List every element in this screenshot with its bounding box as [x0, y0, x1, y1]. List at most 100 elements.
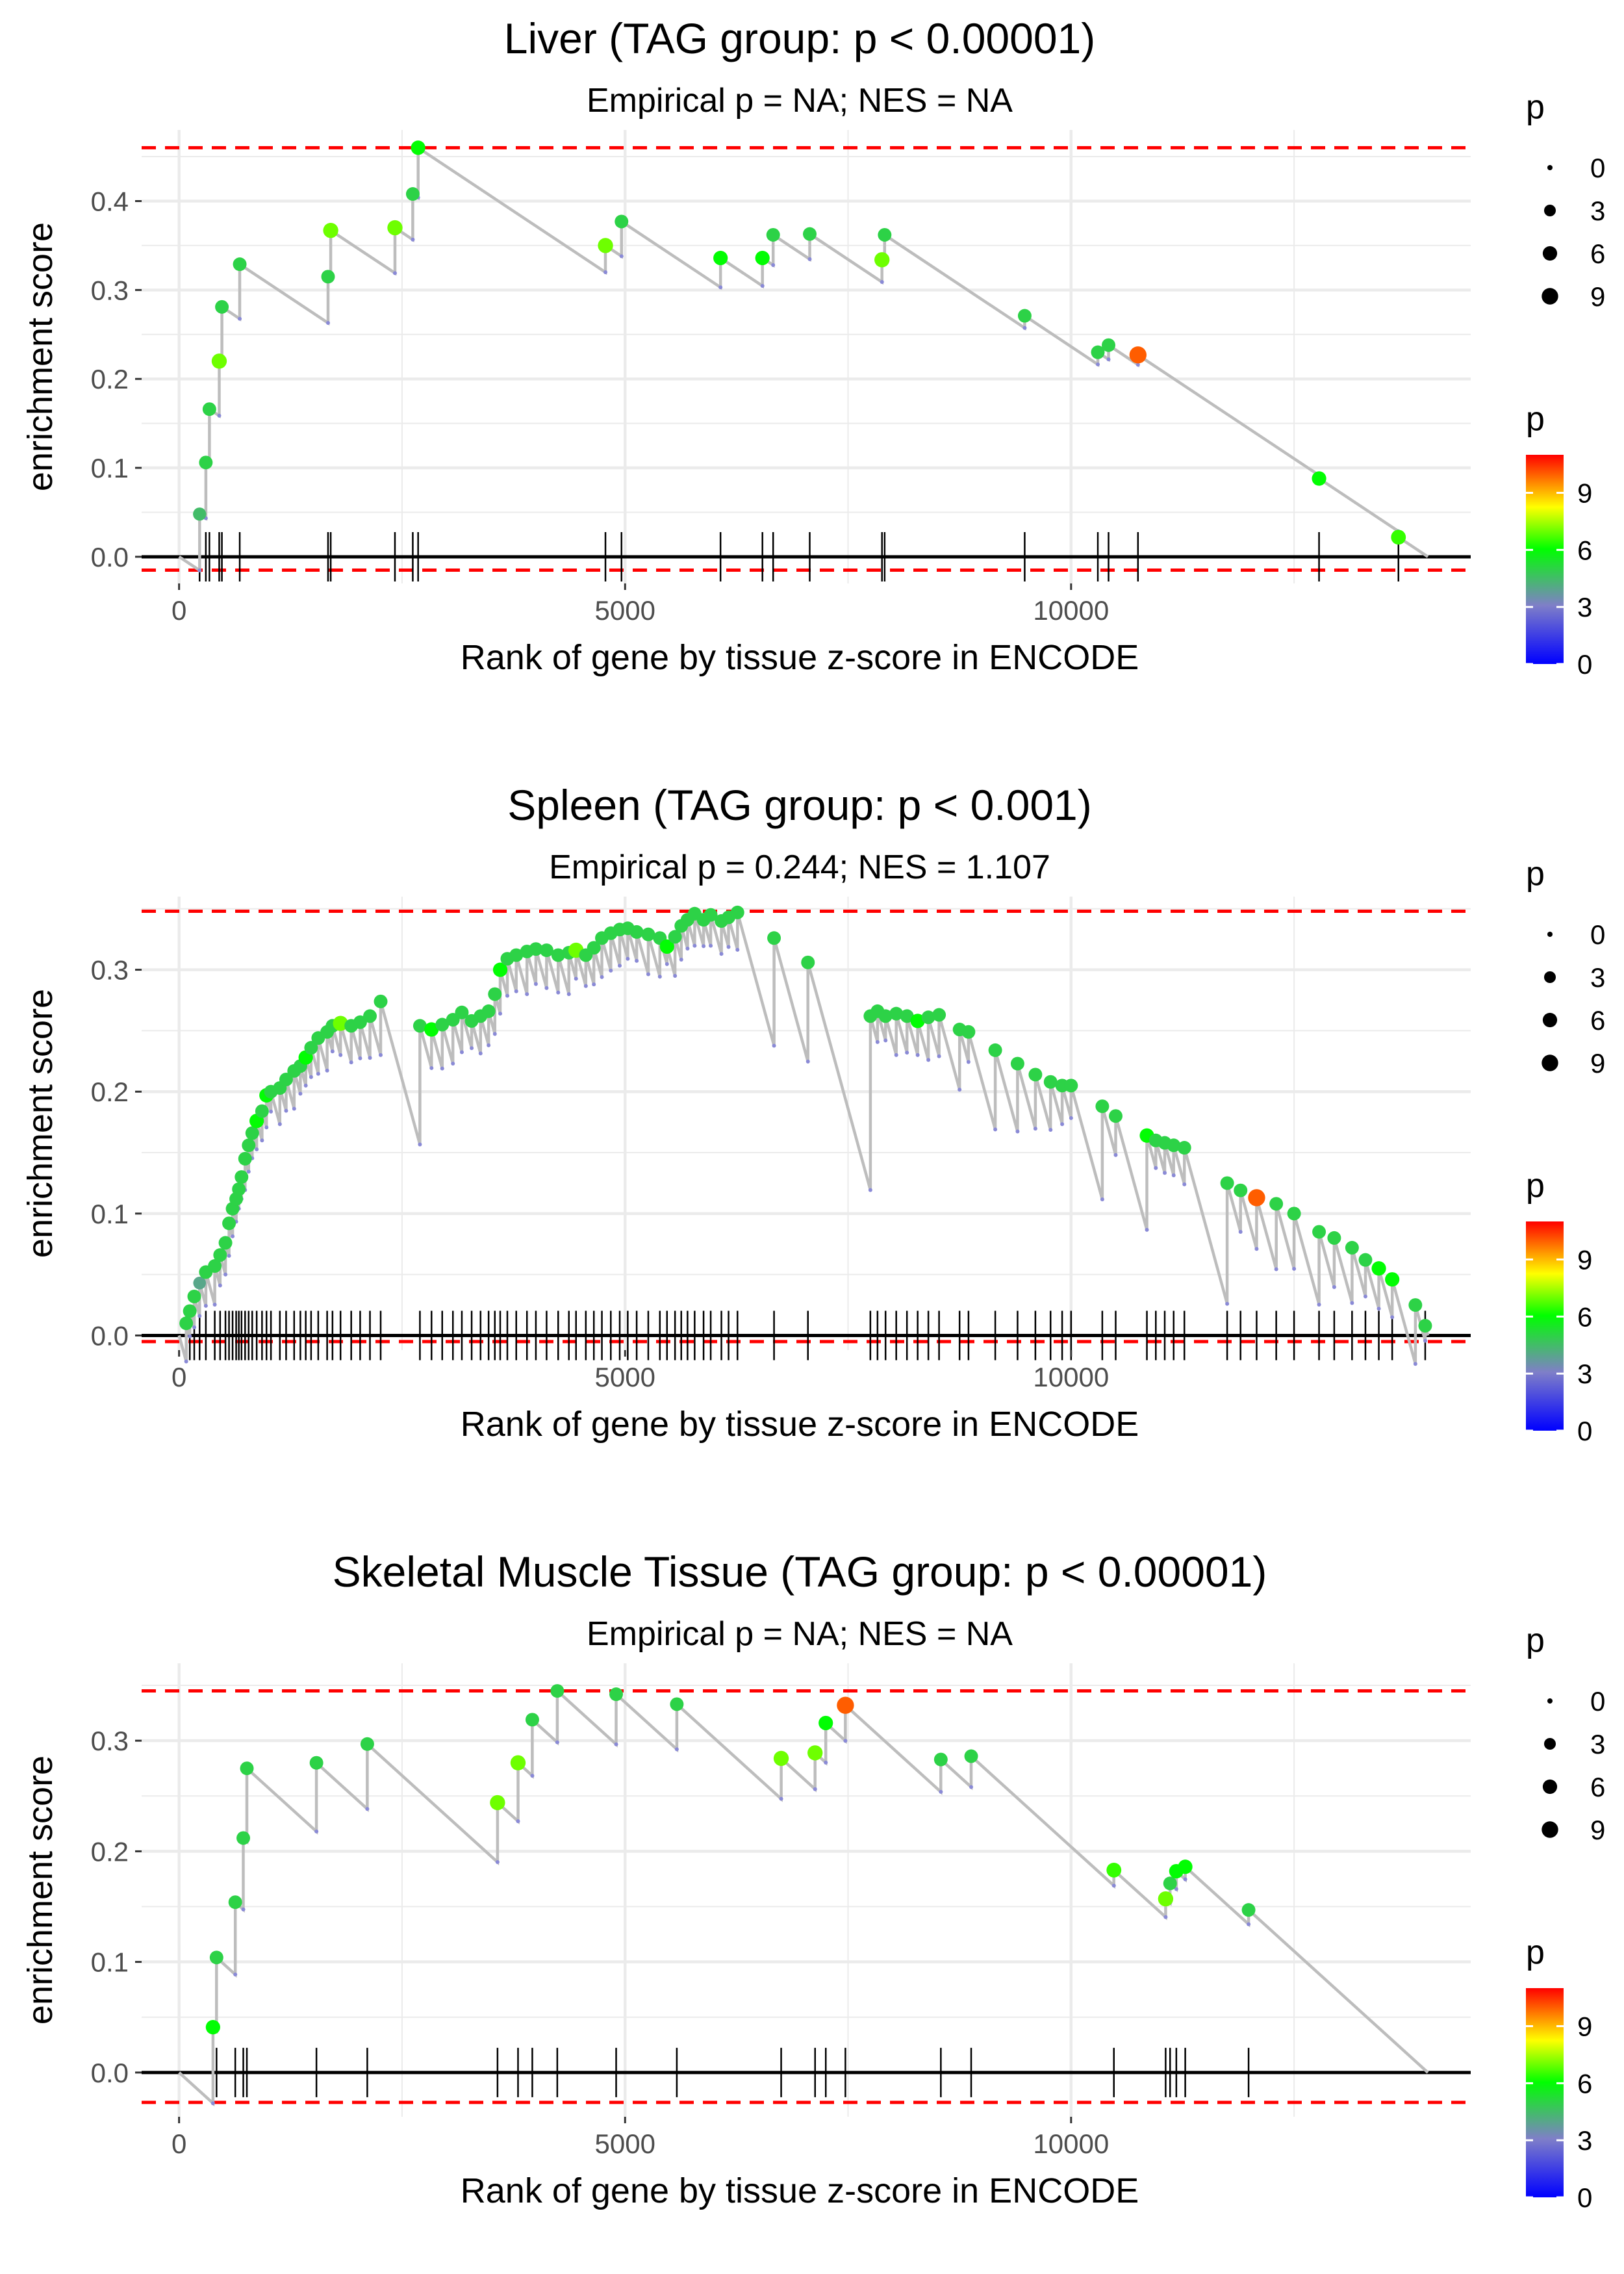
color-legend-title: p [1526, 1934, 1545, 1971]
hit-point [1385, 1272, 1400, 1287]
pre-hit-point [260, 1138, 264, 1143]
pre-hit-point [197, 568, 202, 572]
hit-point [235, 1170, 249, 1184]
pre-hit-point [1015, 1129, 1020, 1134]
size-legend-key [1542, 1054, 1558, 1071]
pre-hit-point [880, 280, 884, 285]
pre-hit-point [1390, 1315, 1395, 1320]
pre-hit-point [966, 1060, 971, 1064]
y-tick-label: 0.1 [91, 453, 129, 483]
pre-hit-point [516, 1819, 520, 1824]
pre-hit-point [592, 982, 596, 987]
hit-point [1408, 1298, 1423, 1312]
hit-point [900, 1009, 914, 1023]
hit-point [193, 507, 207, 521]
hit-point [1312, 1225, 1326, 1239]
hit-point [641, 927, 655, 941]
size-legend-key [1543, 1737, 1556, 1750]
hit-point [668, 930, 682, 944]
hit-point [424, 1022, 439, 1037]
hit-point [609, 1687, 624, 1702]
gridlines [142, 1663, 1471, 2117]
hit-point [659, 939, 674, 954]
hit-point [360, 1737, 374, 1751]
pre-hit-point [514, 989, 518, 993]
hit-point [222, 1216, 236, 1231]
hit-point [492, 962, 508, 977]
pre-hit-point [1317, 1302, 1321, 1307]
pre-hit-point [718, 285, 723, 290]
pre-hit-point [314, 1829, 319, 1833]
pre-hit-point [223, 1272, 228, 1277]
hit-point [435, 1017, 450, 1032]
hit-point [363, 1009, 377, 1023]
hit-point [209, 1950, 223, 1965]
hit-point [988, 1043, 1002, 1057]
hit-point [202, 402, 216, 416]
pre-hit-point [556, 990, 561, 995]
color-bar [1526, 1221, 1564, 1431]
pre-hit-point [498, 1012, 503, 1016]
y-axis-label: enrichment score [21, 222, 60, 491]
pre-hit-point [1423, 1338, 1427, 1343]
hit-point [387, 220, 403, 236]
y-tick-label: 0.3 [91, 1726, 129, 1756]
pre-hit-point [1238, 1229, 1243, 1234]
pre-hit-point [197, 1314, 202, 1318]
x-tick-label: 5000 [595, 1362, 655, 1392]
x-tick-label: 0 [171, 1362, 186, 1392]
hit-point [481, 1004, 496, 1018]
pre-hit-point [330, 1049, 335, 1054]
hit-point [766, 228, 780, 242]
hit-point [964, 1749, 978, 1763]
pre-hit-point [325, 1068, 329, 1073]
pre-hit-point [227, 1253, 231, 1258]
pre-hit-point [685, 947, 690, 951]
hit-point [1163, 1876, 1177, 1891]
chart-subtitle: Empirical p = NA; NES = NA [587, 1615, 1013, 1653]
color-bar-label: 3 [1577, 1359, 1592, 1389]
pre-hit-point [883, 1038, 888, 1043]
pre-hit-point [277, 1122, 282, 1127]
pre-hit-point [969, 1785, 974, 1789]
hit-point [1167, 1138, 1181, 1153]
hit-point [353, 1015, 367, 1029]
y-tick-label: 0.2 [91, 364, 129, 394]
pre-hit-point [958, 1088, 962, 1092]
hit-point [211, 353, 227, 369]
hit-point [1178, 1859, 1193, 1874]
hit-point [488, 987, 502, 1001]
pre-hit-point [603, 270, 608, 274]
pre-hit-point [614, 1742, 618, 1746]
hit-point [807, 1745, 823, 1761]
size-legend-key [1547, 932, 1553, 937]
x-axis-label: Rank of gene by tissue z-score in ENCODE [461, 2171, 1139, 2210]
pre-hit-point [184, 1359, 188, 1364]
pre-hit-point [702, 944, 706, 949]
hit-point [801, 955, 815, 969]
color-bar-label: 3 [1577, 592, 1592, 622]
hit-point [1287, 1207, 1301, 1221]
pre-hit-point [1048, 1128, 1053, 1132]
hit-point [889, 1006, 904, 1021]
pre-hit-point [1163, 1171, 1167, 1175]
hit-point [218, 1236, 233, 1250]
legend: p 0 3 6 9 p 0 3 6 9 [1526, 1622, 1605, 2213]
chart-title: Liver (TAG group: p < 0.00001) [504, 14, 1095, 62]
hit-point [193, 1277, 207, 1290]
hit-point [1109, 1109, 1123, 1123]
hit-point [405, 187, 420, 201]
pre-hit-point [358, 1056, 362, 1060]
hit-point [255, 1104, 269, 1118]
pre-hit-point [566, 992, 571, 997]
pre-hit-point [657, 975, 662, 979]
hit-point [1158, 1891, 1174, 1907]
pre-hit-point [583, 984, 588, 988]
color-bar-label: 3 [1577, 2125, 1592, 2156]
hit-point [529, 942, 543, 956]
pre-hit-point [210, 2101, 215, 2106]
pre-hit-point [1292, 1266, 1297, 1271]
pre-hit-point [212, 1302, 217, 1307]
x-tick-label: 0 [171, 595, 186, 626]
